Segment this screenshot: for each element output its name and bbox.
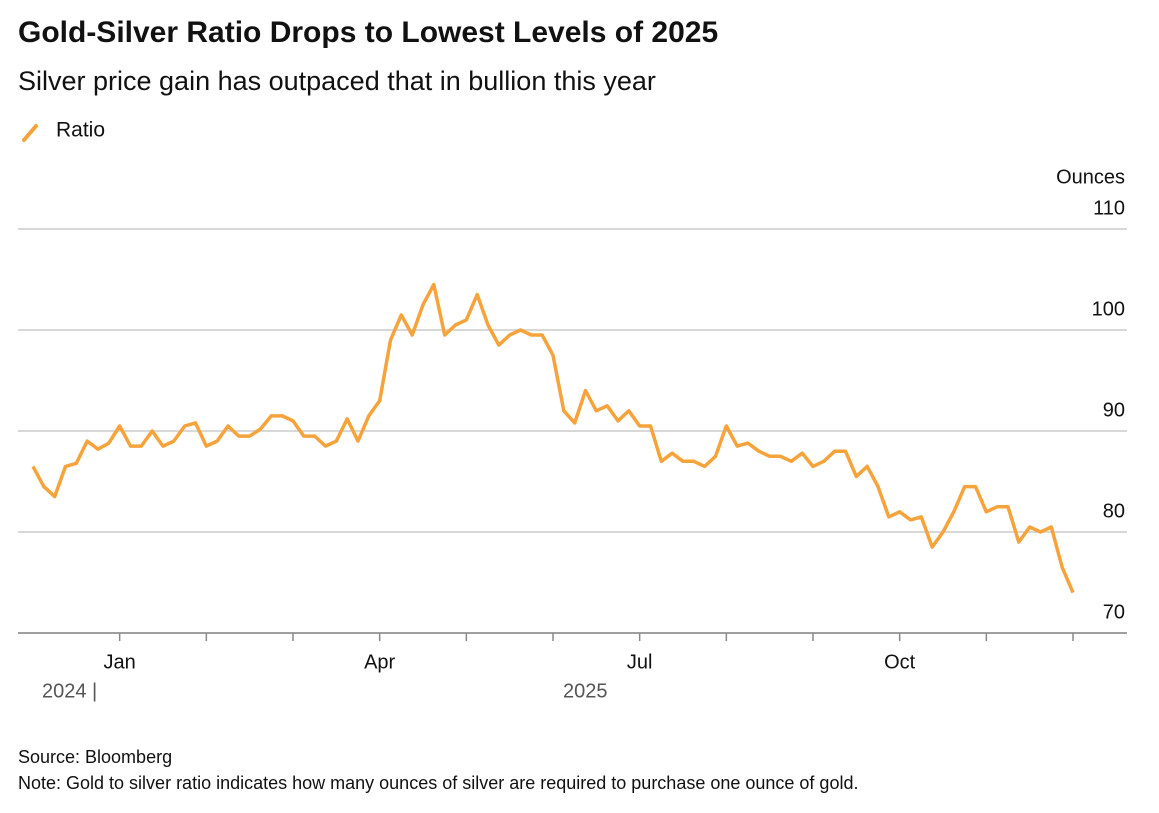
source: Source: Bloomberg	[18, 747, 172, 767]
x-tick-label: Jul	[627, 651, 653, 673]
year-label: 2025	[563, 680, 608, 702]
chart-subtitle: Silver price gain has outpaced that in b…	[18, 66, 656, 96]
x-tick-label: Jan	[104, 651, 136, 673]
y-tick-label: 70	[1103, 601, 1125, 623]
y-axis-label: Ounces	[1056, 166, 1125, 188]
legend-label: Ratio	[56, 119, 105, 142]
y-tick-label: 90	[1103, 399, 1125, 421]
y-tick-label: 100	[1092, 298, 1125, 320]
line	[31, 282, 1075, 594]
x-tick-label: Apr	[364, 651, 395, 673]
x-tick-label: Oct	[884, 651, 916, 673]
legend-swatch	[22, 124, 38, 142]
y-tick-label: 80	[1103, 500, 1125, 522]
year-label: 2024 |	[42, 680, 97, 702]
note: Note: Gold to silver ratio indicates how…	[18, 773, 858, 793]
chart-title: Gold-Silver Ratio Drops to Lowest Levels…	[18, 16, 718, 49]
y-tick-label: 110	[1093, 197, 1125, 219]
